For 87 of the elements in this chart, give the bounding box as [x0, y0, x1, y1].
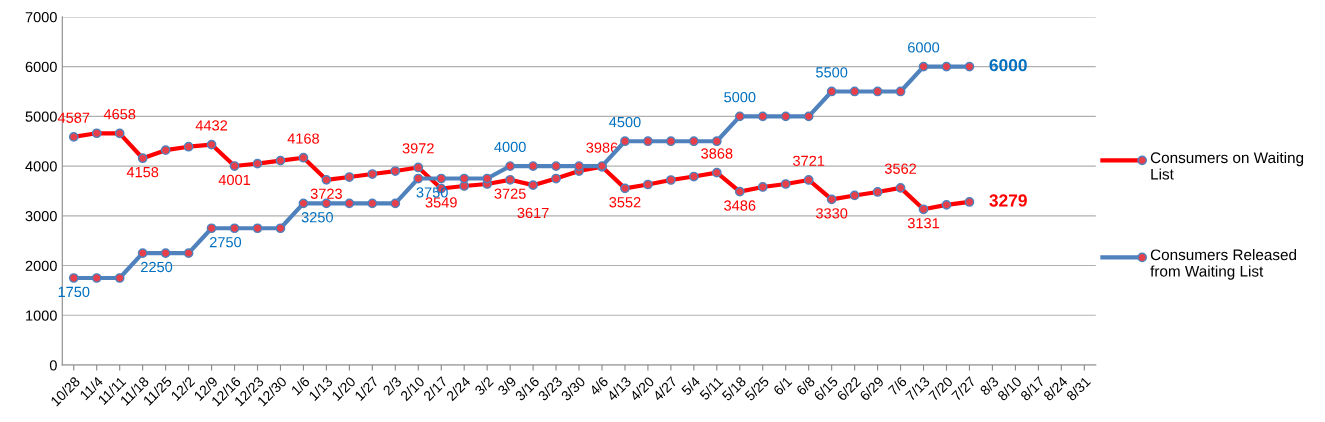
- x-tick-label: 6/22: [836, 375, 862, 402]
- y-tick-label: 6000: [25, 61, 57, 73]
- y-tick-label: 5000: [25, 111, 57, 122]
- point: [711, 136, 722, 147]
- point: [275, 223, 286, 234]
- y-tick-label: 4000: [25, 161, 57, 172]
- data-label: 5500: [816, 67, 848, 78]
- point: [688, 136, 699, 147]
- legend-label: Consumers on Waiting List: [1150, 151, 1304, 180]
- data-label: 4658: [103, 109, 136, 120]
- data-label: 4587: [57, 112, 90, 123]
- point: [390, 198, 401, 209]
- point: [849, 86, 860, 97]
- y-tick-label: 0: [49, 360, 57, 371]
- data-label: 2750: [209, 236, 242, 248]
- point: [183, 248, 194, 258]
- data-label: 6000: [989, 58, 1027, 72]
- point: [803, 111, 814, 122]
- data-label: 4432: [195, 120, 228, 131]
- point: [574, 161, 584, 171]
- point: [114, 273, 125, 283]
- y-tick-label: 7000: [25, 11, 57, 23]
- point: [895, 86, 906, 97]
- data-label: 3562: [884, 163, 917, 174]
- x-tick-label: 5/4: [680, 375, 701, 396]
- point: [344, 198, 355, 209]
- data-label: 3972: [402, 143, 434, 154]
- point: [160, 248, 171, 258]
- point: [964, 61, 975, 72]
- data-label: 6000: [908, 42, 940, 53]
- point: [206, 223, 217, 234]
- point: [734, 111, 745, 122]
- y-tick-label: 2000: [25, 260, 57, 271]
- point: [941, 61, 952, 72]
- y-tick-label: 1000: [26, 310, 57, 321]
- point: [551, 161, 561, 171]
- data-label: 3486: [724, 200, 756, 211]
- point: [780, 111, 791, 122]
- point: [826, 86, 837, 97]
- point: [459, 173, 470, 184]
- point: [505, 161, 515, 171]
- data-label: 3330: [815, 208, 848, 219]
- data-label: 3617: [517, 207, 549, 219]
- point: [757, 111, 768, 122]
- data-label: 5000: [724, 92, 756, 103]
- data-label: 3250: [301, 212, 333, 223]
- y-tick-label: 3000: [25, 210, 57, 222]
- point: [918, 61, 929, 72]
- data-label: 4158: [126, 166, 159, 178]
- point: [229, 223, 240, 234]
- x-tick-label: 6/1: [772, 375, 793, 396]
- data-label: 3750: [416, 187, 448, 198]
- point: [620, 136, 630, 147]
- data-label: 2250: [141, 261, 173, 273]
- data-label: 4001: [218, 174, 251, 186]
- point: [666, 136, 676, 147]
- point: [367, 198, 378, 209]
- data-label: 4168: [287, 133, 320, 144]
- data-label: 1750: [58, 286, 90, 298]
- point: [321, 198, 332, 209]
- x-tick-label: 3/9: [496, 375, 517, 396]
- legend-label: Consumers Released from Waiting List: [1150, 248, 1297, 280]
- point: [528, 161, 538, 171]
- point: [413, 173, 424, 184]
- data-label: 3279: [989, 194, 1027, 207]
- point: [252, 223, 263, 234]
- data-label: 3131: [907, 218, 940, 229]
- point: [597, 161, 607, 171]
- data-label: 3552: [609, 197, 641, 208]
- data-label: 4500: [609, 116, 641, 128]
- data-label: 3725: [494, 188, 526, 199]
- data-label: 3723: [310, 188, 342, 199]
- point: [68, 273, 79, 283]
- x-tick-label: 3/2: [473, 375, 494, 396]
- point: [137, 248, 148, 258]
- data-label: 4000: [494, 141, 526, 153]
- x-tick-label: 6/8: [795, 375, 816, 396]
- data-label: 3721: [793, 155, 825, 166]
- point: [643, 136, 653, 147]
- x-tick-label: 4/6: [588, 375, 609, 397]
- point: [436, 173, 447, 184]
- point: [872, 86, 883, 97]
- point: [91, 273, 102, 283]
- point: [482, 173, 493, 184]
- point: [298, 198, 309, 209]
- data-label: 3868: [701, 148, 733, 159]
- data-label: 3549: [425, 197, 457, 208]
